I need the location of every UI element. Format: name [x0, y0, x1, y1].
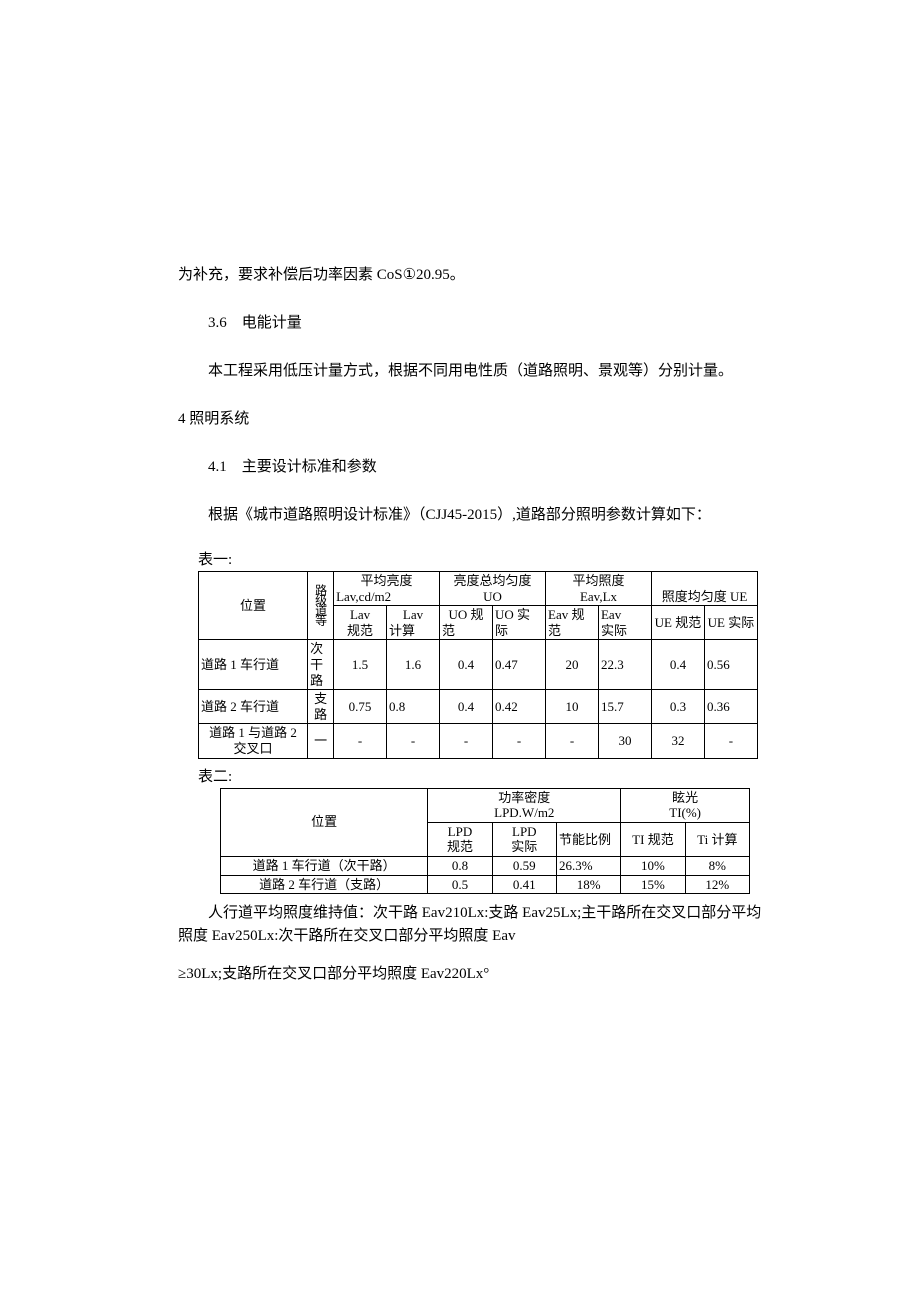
th-group-eav: 平均照度 Eav,Lx: [546, 572, 652, 606]
cell: 18%: [556, 875, 620, 894]
cell: 支路: [308, 690, 334, 724]
cell: 0.5: [428, 875, 492, 894]
cell: 次干路: [308, 640, 334, 690]
table-row: 道路 1 车行道 次干路 1.5 1.6 0.4 0.47 20 22.3 0.…: [199, 640, 758, 690]
cell: -: [546, 724, 599, 758]
section-heading: 4 照明系统: [178, 404, 770, 434]
th-sub: UO 规范: [440, 606, 493, 640]
table-row: 道路 1 与道路 2交叉口 一 - - - - - 30 32 -: [199, 724, 758, 758]
th-group-uo: 亮度总均匀度 UO: [440, 572, 546, 606]
paragraph: 人行道平均照度维持值：次干路 Eav210Lx:支路 Eav25Lx;主干路所在…: [178, 902, 770, 925]
cell: 0.41: [492, 875, 556, 894]
th-sub: Eav实际: [598, 606, 651, 640]
cell: 12%: [685, 875, 749, 894]
cell: 8%: [685, 856, 749, 875]
th-sub: UO 实际: [493, 606, 546, 640]
cell: -: [704, 724, 757, 758]
cell: 1.5: [334, 640, 387, 690]
th-sub: TI 规范: [621, 822, 685, 856]
table-row: 道路 2 车行道 支路 0.75 0.8 0.4 0.42 10 15.7 0.…: [199, 690, 758, 724]
table-caption: 表二:: [198, 765, 770, 786]
cell: 0.59: [492, 856, 556, 875]
cell: 15.7: [598, 690, 651, 724]
table-header-row: 位置 路级道等 平均亮度 Lav,cd/m2 亮度总均匀度 UO 平均照度 Ea…: [199, 572, 758, 606]
cell: 10%: [621, 856, 685, 875]
cell: 道路 2 车行道: [199, 690, 308, 724]
th-group-lav: 平均亮度 Lav,cd/m2: [334, 572, 440, 606]
cell: 道路 2 车行道（支路）: [221, 875, 428, 894]
cell: 26.3%: [556, 856, 620, 875]
cell: 0.36: [704, 690, 757, 724]
th-grade: 路级道等: [308, 572, 334, 640]
th-position: 位置: [199, 572, 308, 640]
th-sub: Ti 计算: [685, 822, 749, 856]
table-1: 位置 路级道等 平均亮度 Lav,cd/m2 亮度总均匀度 UO 平均照度 Ea…: [198, 571, 758, 759]
cell: 0.8: [387, 690, 440, 724]
cell: 0.8: [428, 856, 492, 875]
paragraph: 本工程采用低压计量方式，根据不同用电性质（道路照明、景观等）分别计量。: [178, 356, 770, 386]
th-sub: Lav计算: [387, 606, 440, 640]
cell: 30: [598, 724, 651, 758]
cell: 20: [546, 640, 599, 690]
cell: 一: [308, 724, 334, 758]
th-sub: Lav规范: [334, 606, 387, 640]
section-heading: 3.6 电能计量: [208, 308, 770, 338]
document-page: 为补充，要求补偿后功率因素 CoS①20.95。 3.6 电能计量 本工程采用低…: [0, 0, 920, 986]
cell: -: [440, 724, 493, 758]
cell: 1.6: [387, 640, 440, 690]
table-caption: 表一:: [198, 548, 770, 569]
cell: 32: [651, 724, 704, 758]
th-sub: LPD实际: [492, 822, 556, 856]
paragraph: 为补充，要求补偿后功率因素 CoS①20.95。: [178, 260, 770, 290]
cell: 0.56: [704, 640, 757, 690]
th-group-lpd: 功率密度LPD.W/m2: [428, 788, 621, 822]
cell: -: [387, 724, 440, 758]
table-row: 道路 2 车行道（支路） 0.5 0.41 18% 15% 12%: [221, 875, 750, 894]
th-group-ue: 照度均匀度 UE: [651, 572, 757, 606]
th-sub: LPD规范: [428, 822, 492, 856]
th-sub: UE 实际: [704, 606, 757, 640]
cell: 0.4: [440, 690, 493, 724]
cell: 15%: [621, 875, 685, 894]
cell: -: [334, 724, 387, 758]
th-sub: Eav 规范: [546, 606, 599, 640]
cell: 0.4: [440, 640, 493, 690]
th-sub: 节能比例: [556, 822, 620, 856]
th-sub: UE 规范: [651, 606, 704, 640]
cell: 22.3: [598, 640, 651, 690]
th-group-ti: 眩光TI(%): [621, 788, 750, 822]
th-position: 位置: [221, 788, 428, 856]
cell: 0.4: [651, 640, 704, 690]
paragraph: 照度 Eav250Lx:次干路所在交叉口部分平均照度 Eav: [178, 925, 770, 948]
cell: 道路 1 车行道（次干路）: [221, 856, 428, 875]
table-2: 位置 功率密度LPD.W/m2 眩光TI(%) LPD规范 LPD实际 节能比例…: [220, 788, 750, 895]
cell: 道路 1 车行道: [199, 640, 308, 690]
cell: 10: [546, 690, 599, 724]
paragraph: 根据《城市道路照明设计标准》（CJJ45-2015）,道路部分照明参数计算如下：: [178, 500, 770, 530]
cell: 0.42: [493, 690, 546, 724]
section-heading: 4.1 主要设计标准和参数: [208, 452, 770, 482]
cell: -: [493, 724, 546, 758]
cell: 0.75: [334, 690, 387, 724]
paragraph: ≥30Lx;支路所在交叉口部分平均照度 Eav220Lx°: [178, 963, 770, 986]
cell: 0.3: [651, 690, 704, 724]
cell: 道路 1 与道路 2交叉口: [199, 724, 308, 758]
table-header-row: 位置 功率密度LPD.W/m2 眩光TI(%): [221, 788, 750, 822]
cell: 0.47: [493, 640, 546, 690]
table-row: 道路 1 车行道（次干路） 0.8 0.59 26.3% 10% 8%: [221, 856, 750, 875]
